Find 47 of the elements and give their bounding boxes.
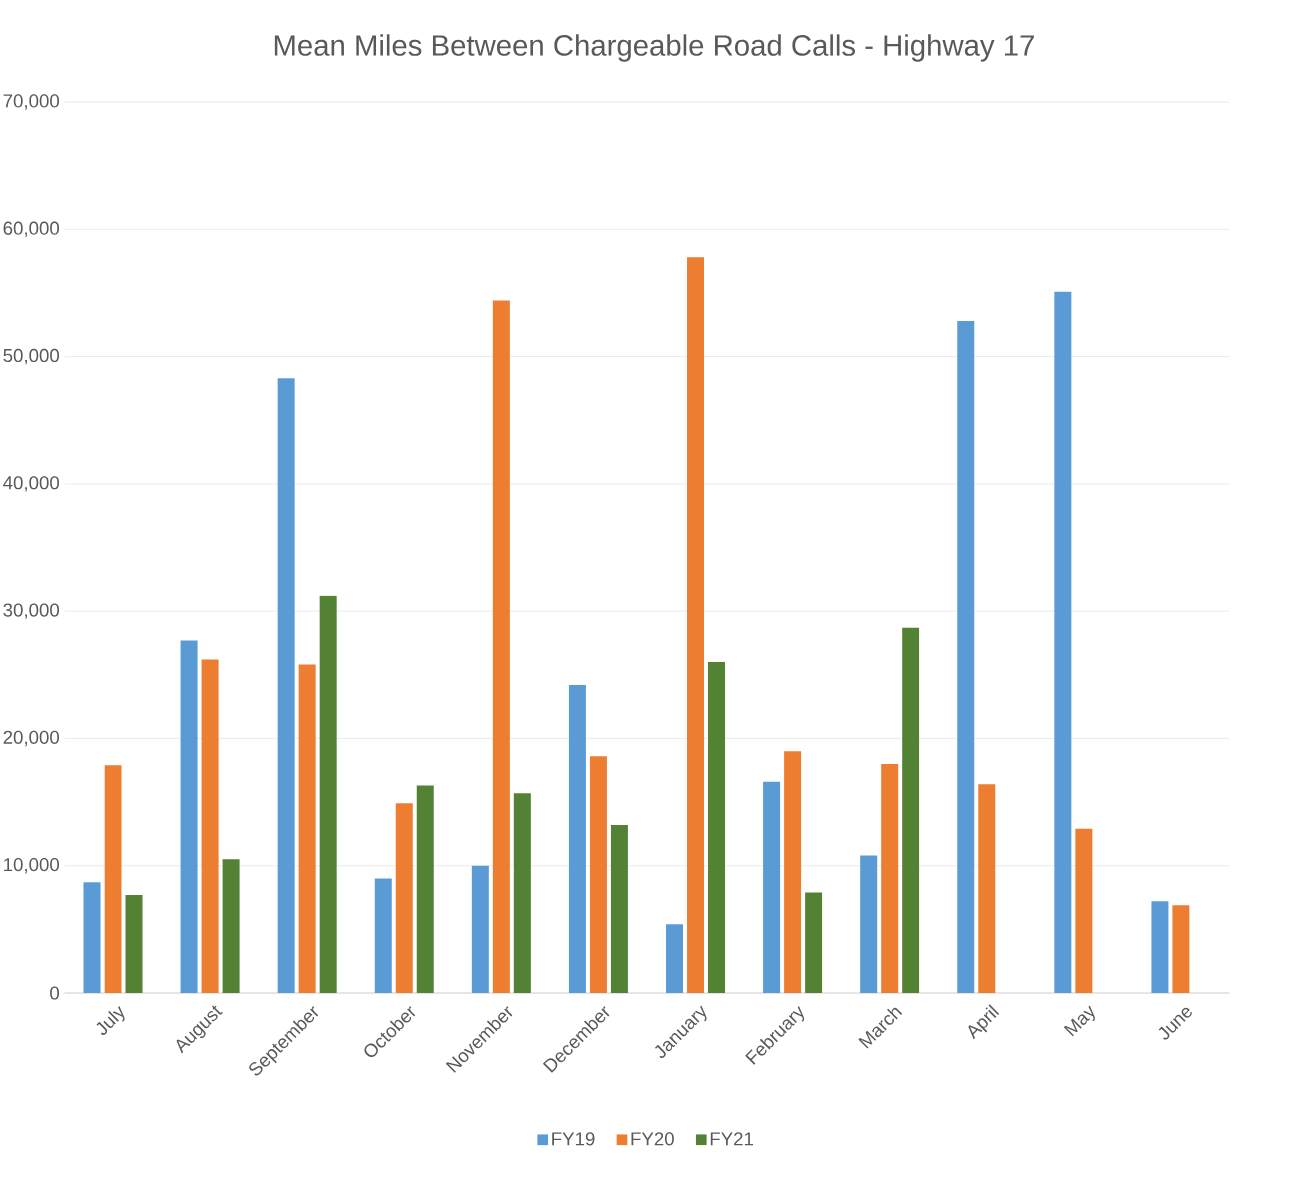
bar xyxy=(805,892,823,993)
bar xyxy=(1075,828,1093,993)
y-tick-label: 60,000 xyxy=(3,221,60,237)
bar xyxy=(763,781,781,993)
bar xyxy=(222,859,240,993)
bar xyxy=(881,763,899,993)
y-tick-label: 40,000 xyxy=(3,476,60,492)
bar xyxy=(687,257,705,993)
bar xyxy=(666,924,684,993)
chart-title: Mean Miles Between Chargeable Road Calls - Highway 17 xyxy=(274,34,1034,62)
bar xyxy=(395,803,413,993)
bar xyxy=(1172,905,1190,993)
y-tick-label: 10,000 xyxy=(4,857,60,874)
bar xyxy=(83,882,101,993)
bar xyxy=(319,595,337,993)
bar xyxy=(277,378,295,993)
legend-label: FY19 xyxy=(552,1132,595,1146)
bar xyxy=(902,627,920,993)
bar xyxy=(957,320,975,993)
bar xyxy=(298,664,316,993)
bar xyxy=(374,878,392,993)
y-tick-label: 20,000 xyxy=(3,730,60,747)
x-tick-label: May xyxy=(1063,1005,1095,1037)
bar xyxy=(610,824,628,993)
legend-label: FY21 xyxy=(710,1132,753,1146)
bar xyxy=(201,659,219,993)
bar xyxy=(708,662,726,993)
bar xyxy=(978,784,996,993)
bar xyxy=(104,765,122,993)
bar xyxy=(180,640,198,993)
bar xyxy=(1054,291,1072,993)
y-tick-label: 30,000 xyxy=(3,603,60,619)
bar xyxy=(492,300,510,993)
legend-label: FY20 xyxy=(631,1132,674,1146)
x-tick-label: July xyxy=(96,1006,125,1035)
bar xyxy=(589,756,607,993)
y-tick-label: 0 xyxy=(50,986,60,1000)
bar xyxy=(125,894,143,993)
y-tick-label: 70,000 xyxy=(3,94,60,110)
bar xyxy=(784,751,802,993)
bar xyxy=(471,865,489,993)
y-tick-label: 50,000 xyxy=(3,348,60,365)
bar xyxy=(416,785,434,993)
bar xyxy=(1151,901,1169,993)
bar xyxy=(568,684,586,993)
bar xyxy=(513,793,531,993)
bar xyxy=(860,855,878,993)
